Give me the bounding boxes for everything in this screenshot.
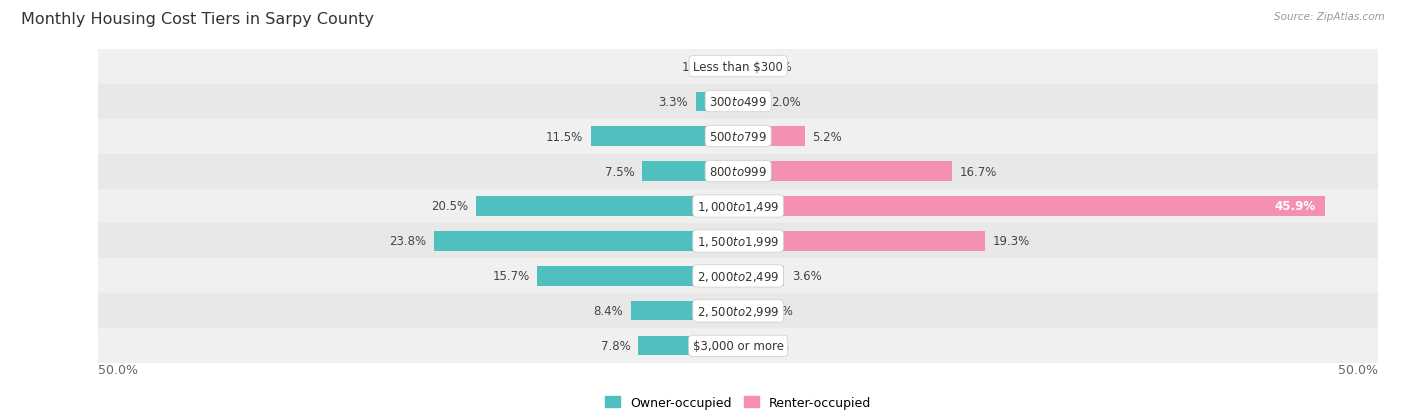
Text: 1.4%: 1.4%: [763, 305, 793, 318]
Text: 20.5%: 20.5%: [432, 200, 468, 213]
Bar: [738, 267, 785, 286]
Text: $1,000 to $1,499: $1,000 to $1,499: [697, 199, 779, 214]
Text: Monthly Housing Cost Tiers in Sarpy County: Monthly Housing Cost Tiers in Sarpy Coun…: [21, 12, 374, 27]
Text: 50.0%: 50.0%: [98, 363, 138, 376]
Bar: [98, 294, 1378, 329]
Text: 1.5%: 1.5%: [682, 61, 711, 74]
Legend: Owner-occupied, Renter-occupied: Owner-occupied, Renter-occupied: [600, 391, 876, 413]
Bar: [98, 84, 1378, 119]
Text: 19.3%: 19.3%: [993, 235, 1031, 248]
Text: 45.9%: 45.9%: [1274, 200, 1315, 213]
Bar: [98, 224, 1378, 259]
Bar: [738, 92, 763, 112]
Text: Less than $300: Less than $300: [693, 61, 783, 74]
Text: 7.5%: 7.5%: [605, 165, 634, 178]
Bar: [638, 337, 738, 356]
Text: $500 to $799: $500 to $799: [709, 130, 768, 143]
Bar: [738, 57, 755, 76]
Text: 1.1%: 1.1%: [759, 339, 790, 352]
Bar: [738, 337, 752, 356]
Text: 23.8%: 23.8%: [389, 235, 426, 248]
Bar: [738, 197, 1326, 216]
Bar: [475, 197, 738, 216]
Text: $2,500 to $2,999: $2,500 to $2,999: [697, 304, 779, 318]
Bar: [537, 267, 738, 286]
Text: 15.7%: 15.7%: [492, 270, 530, 283]
Text: 7.8%: 7.8%: [600, 339, 631, 352]
Bar: [738, 301, 756, 321]
Bar: [738, 127, 804, 146]
Text: $300 to $499: $300 to $499: [709, 95, 768, 108]
Text: 3.3%: 3.3%: [658, 95, 689, 108]
Bar: [738, 162, 952, 181]
Text: 16.7%: 16.7%: [959, 165, 997, 178]
Bar: [98, 259, 1378, 294]
Bar: [98, 189, 1378, 224]
Bar: [643, 162, 738, 181]
Text: $3,000 or more: $3,000 or more: [693, 339, 783, 352]
Bar: [98, 154, 1378, 189]
Text: $2,000 to $2,499: $2,000 to $2,499: [697, 269, 779, 283]
Bar: [98, 119, 1378, 154]
Text: $1,500 to $1,999: $1,500 to $1,999: [697, 235, 779, 248]
Text: 50.0%: 50.0%: [1339, 363, 1378, 376]
Text: 11.5%: 11.5%: [546, 130, 583, 143]
Bar: [98, 329, 1378, 363]
Text: $800 to $999: $800 to $999: [709, 165, 768, 178]
Bar: [98, 50, 1378, 84]
Text: 5.2%: 5.2%: [813, 130, 842, 143]
Bar: [696, 92, 738, 112]
Bar: [631, 301, 738, 321]
Text: 3.6%: 3.6%: [792, 270, 821, 283]
Bar: [718, 57, 738, 76]
Text: 8.4%: 8.4%: [593, 305, 623, 318]
Text: 2.0%: 2.0%: [772, 95, 801, 108]
Bar: [738, 232, 986, 251]
Text: 1.3%: 1.3%: [762, 61, 792, 74]
Bar: [591, 127, 738, 146]
Bar: [433, 232, 738, 251]
Text: Source: ZipAtlas.com: Source: ZipAtlas.com: [1274, 12, 1385, 22]
